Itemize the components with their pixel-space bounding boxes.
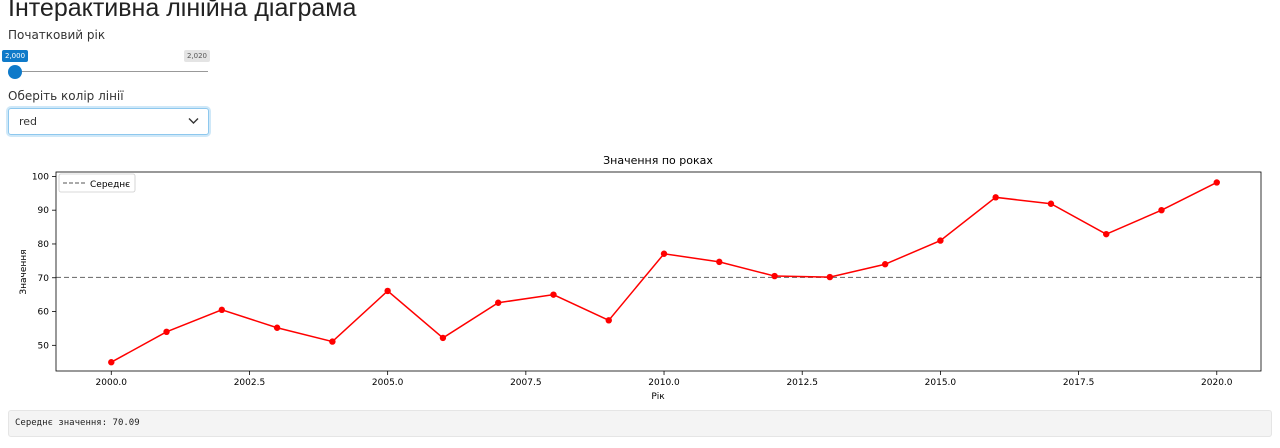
data-point (384, 287, 391, 295)
data-point (881, 261, 889, 268)
chevron-down-icon (188, 118, 199, 124)
slider-handle[interactable] (8, 65, 22, 79)
legend-mean-label: Середнє (90, 180, 130, 190)
data-point (937, 237, 944, 244)
chart-legend: Середнє (58, 173, 136, 193)
y-tick-label: 70 (38, 274, 50, 284)
y-tick-label: 80 (38, 240, 50, 250)
data-point (550, 291, 557, 298)
mean-output: Середнє значення: 70.09 (8, 410, 1272, 437)
data-point (826, 273, 834, 281)
data-point (1103, 230, 1110, 238)
line-color-select[interactable]: red (8, 108, 209, 135)
data-point (218, 306, 226, 314)
data-point (108, 359, 115, 366)
data-point (605, 317, 612, 324)
x-tick-label: 2017.5 (1063, 378, 1095, 388)
slider-max-badge: 2,020 (183, 50, 210, 62)
series-line (110, 181, 1218, 363)
data-point (163, 328, 170, 336)
data-point (660, 250, 668, 257)
x-tick-label: 2002.5 (234, 378, 266, 388)
data-point (1158, 206, 1165, 214)
x-tick-label: 2010.0 (648, 378, 680, 388)
x-tick-label: 2020.0 (1201, 378, 1233, 388)
data-point (1213, 179, 1220, 186)
start-year-slider[interactable]: 2,000 2,020 (2, 46, 212, 82)
legend-box (58, 173, 136, 193)
data-point (495, 299, 502, 306)
y-axis-label: Значення (19, 249, 29, 294)
start-year-label: Початковий рік (8, 28, 106, 42)
x-tick-label: 2015.0 (925, 378, 957, 388)
x-axis-label: Рік (651, 392, 665, 402)
color-select-label: Оберіть колір лінії (8, 89, 124, 103)
line-chart: Значення по роках 2000.0 2002.5 2005.0 2007… (19, 154, 1262, 402)
y-tick-label: 60 (38, 308, 50, 318)
y-tick-label: 100 (32, 172, 49, 182)
data-point (771, 272, 778, 280)
data-point (992, 194, 999, 201)
slider-track[interactable] (14, 71, 208, 72)
data-point (273, 324, 281, 331)
chart-title: Значення по роках (603, 154, 713, 167)
x-tick-label: 2007.5 (510, 378, 542, 388)
mean-output-text: Середнє значення: 70.09 (15, 418, 140, 428)
x-tick-label: 2005.0 (372, 378, 404, 388)
line-color-select-value: red (19, 115, 38, 128)
y-tick-label: 50 (38, 341, 50, 351)
data-point (1047, 200, 1055, 207)
data-point (439, 334, 447, 342)
data-point (329, 338, 336, 345)
data-point (716, 258, 723, 266)
y-tick-label: 90 (38, 206, 50, 216)
x-tick-label: 2012.5 (786, 378, 818, 388)
page-title: Інтерактивна лінійна діаграма (8, 0, 357, 22)
x-tick-label: 2000.0 (96, 378, 128, 388)
plot-frame (55, 171, 1262, 372)
slider-min-badge: 2,000 (2, 50, 29, 62)
